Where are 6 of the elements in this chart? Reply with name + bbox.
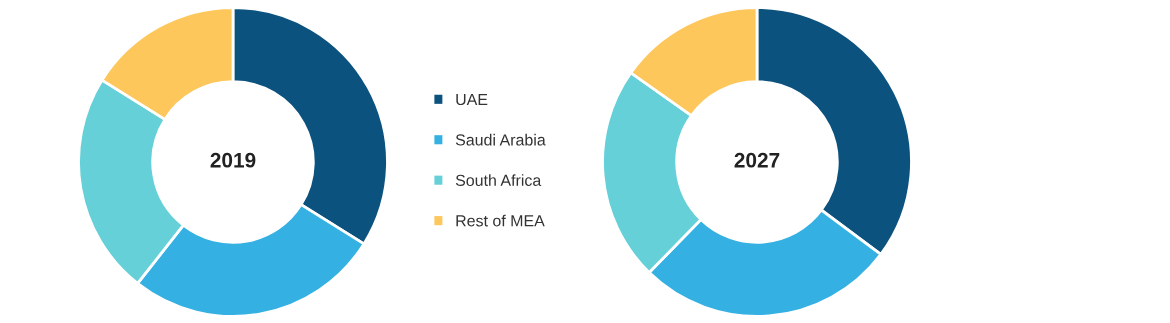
legend-label: Saudi Arabia (455, 133, 546, 146)
legend-label: UAE (456, 93, 488, 106)
text: 2027 (734, 152, 780, 168)
legend-label: Rest of MEA (456, 214, 545, 227)
text: 2019 (210, 152, 256, 168)
legend-label: South Africa (455, 174, 542, 187)
